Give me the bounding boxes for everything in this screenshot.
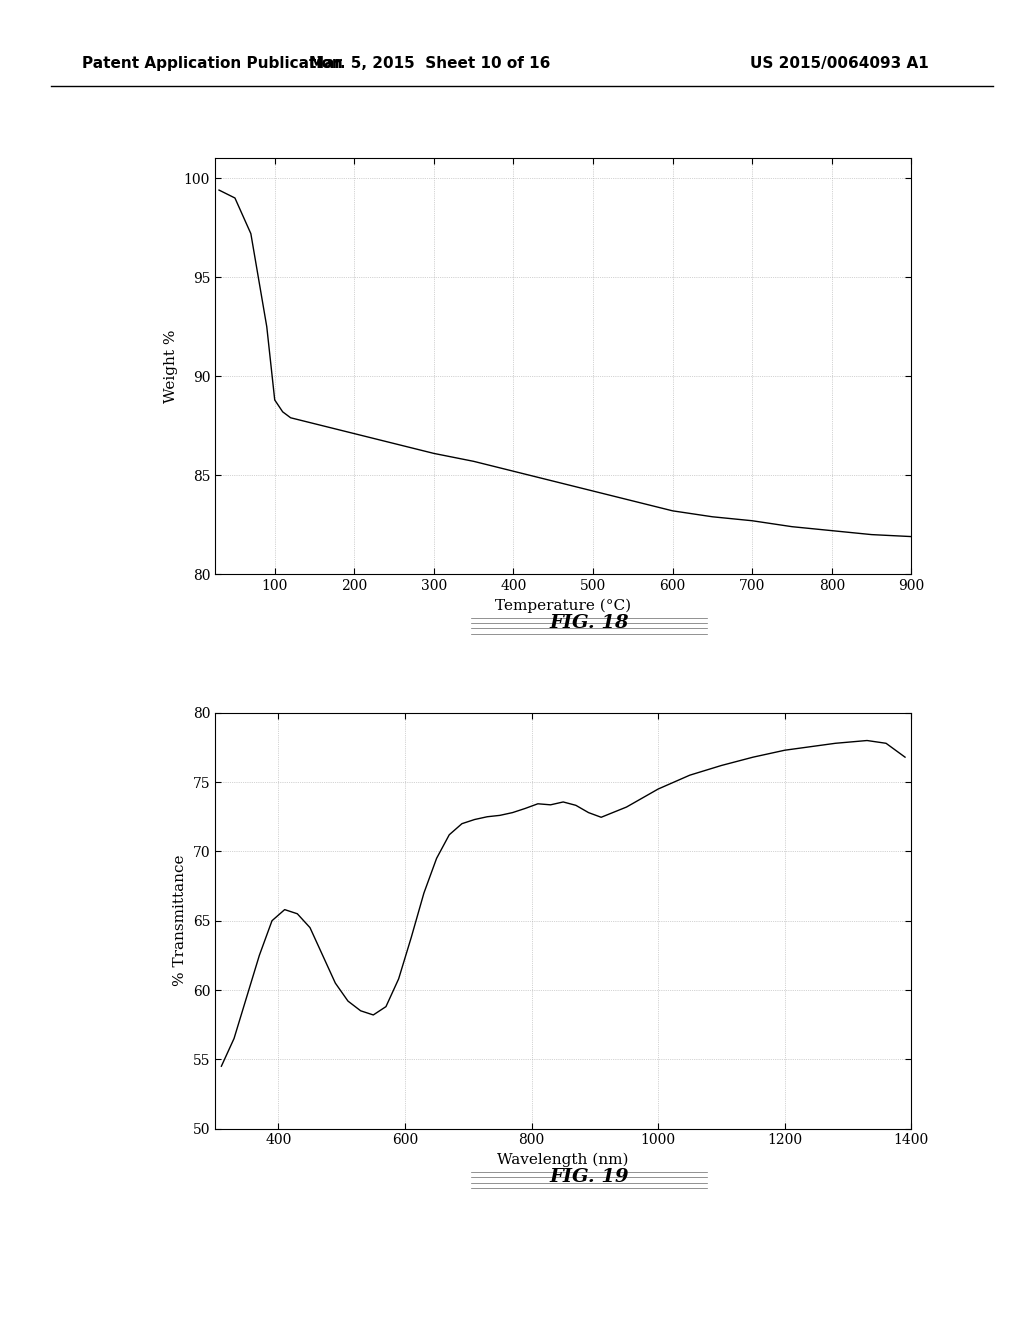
Text: Patent Application Publication: Patent Application Publication <box>82 55 343 71</box>
Y-axis label: % Transmittance: % Transmittance <box>173 855 187 986</box>
X-axis label: Temperature (°C): Temperature (°C) <box>496 598 631 612</box>
Text: Mar. 5, 2015  Sheet 10 of 16: Mar. 5, 2015 Sheet 10 of 16 <box>309 55 551 71</box>
X-axis label: Wavelength (nm): Wavelength (nm) <box>498 1152 629 1167</box>
Text: FIG. 18: FIG. 18 <box>549 614 629 632</box>
Text: FIG. 19: FIG. 19 <box>549 1168 629 1187</box>
Text: US 2015/0064093 A1: US 2015/0064093 A1 <box>751 55 929 71</box>
Y-axis label: Weight %: Weight % <box>164 330 178 403</box>
